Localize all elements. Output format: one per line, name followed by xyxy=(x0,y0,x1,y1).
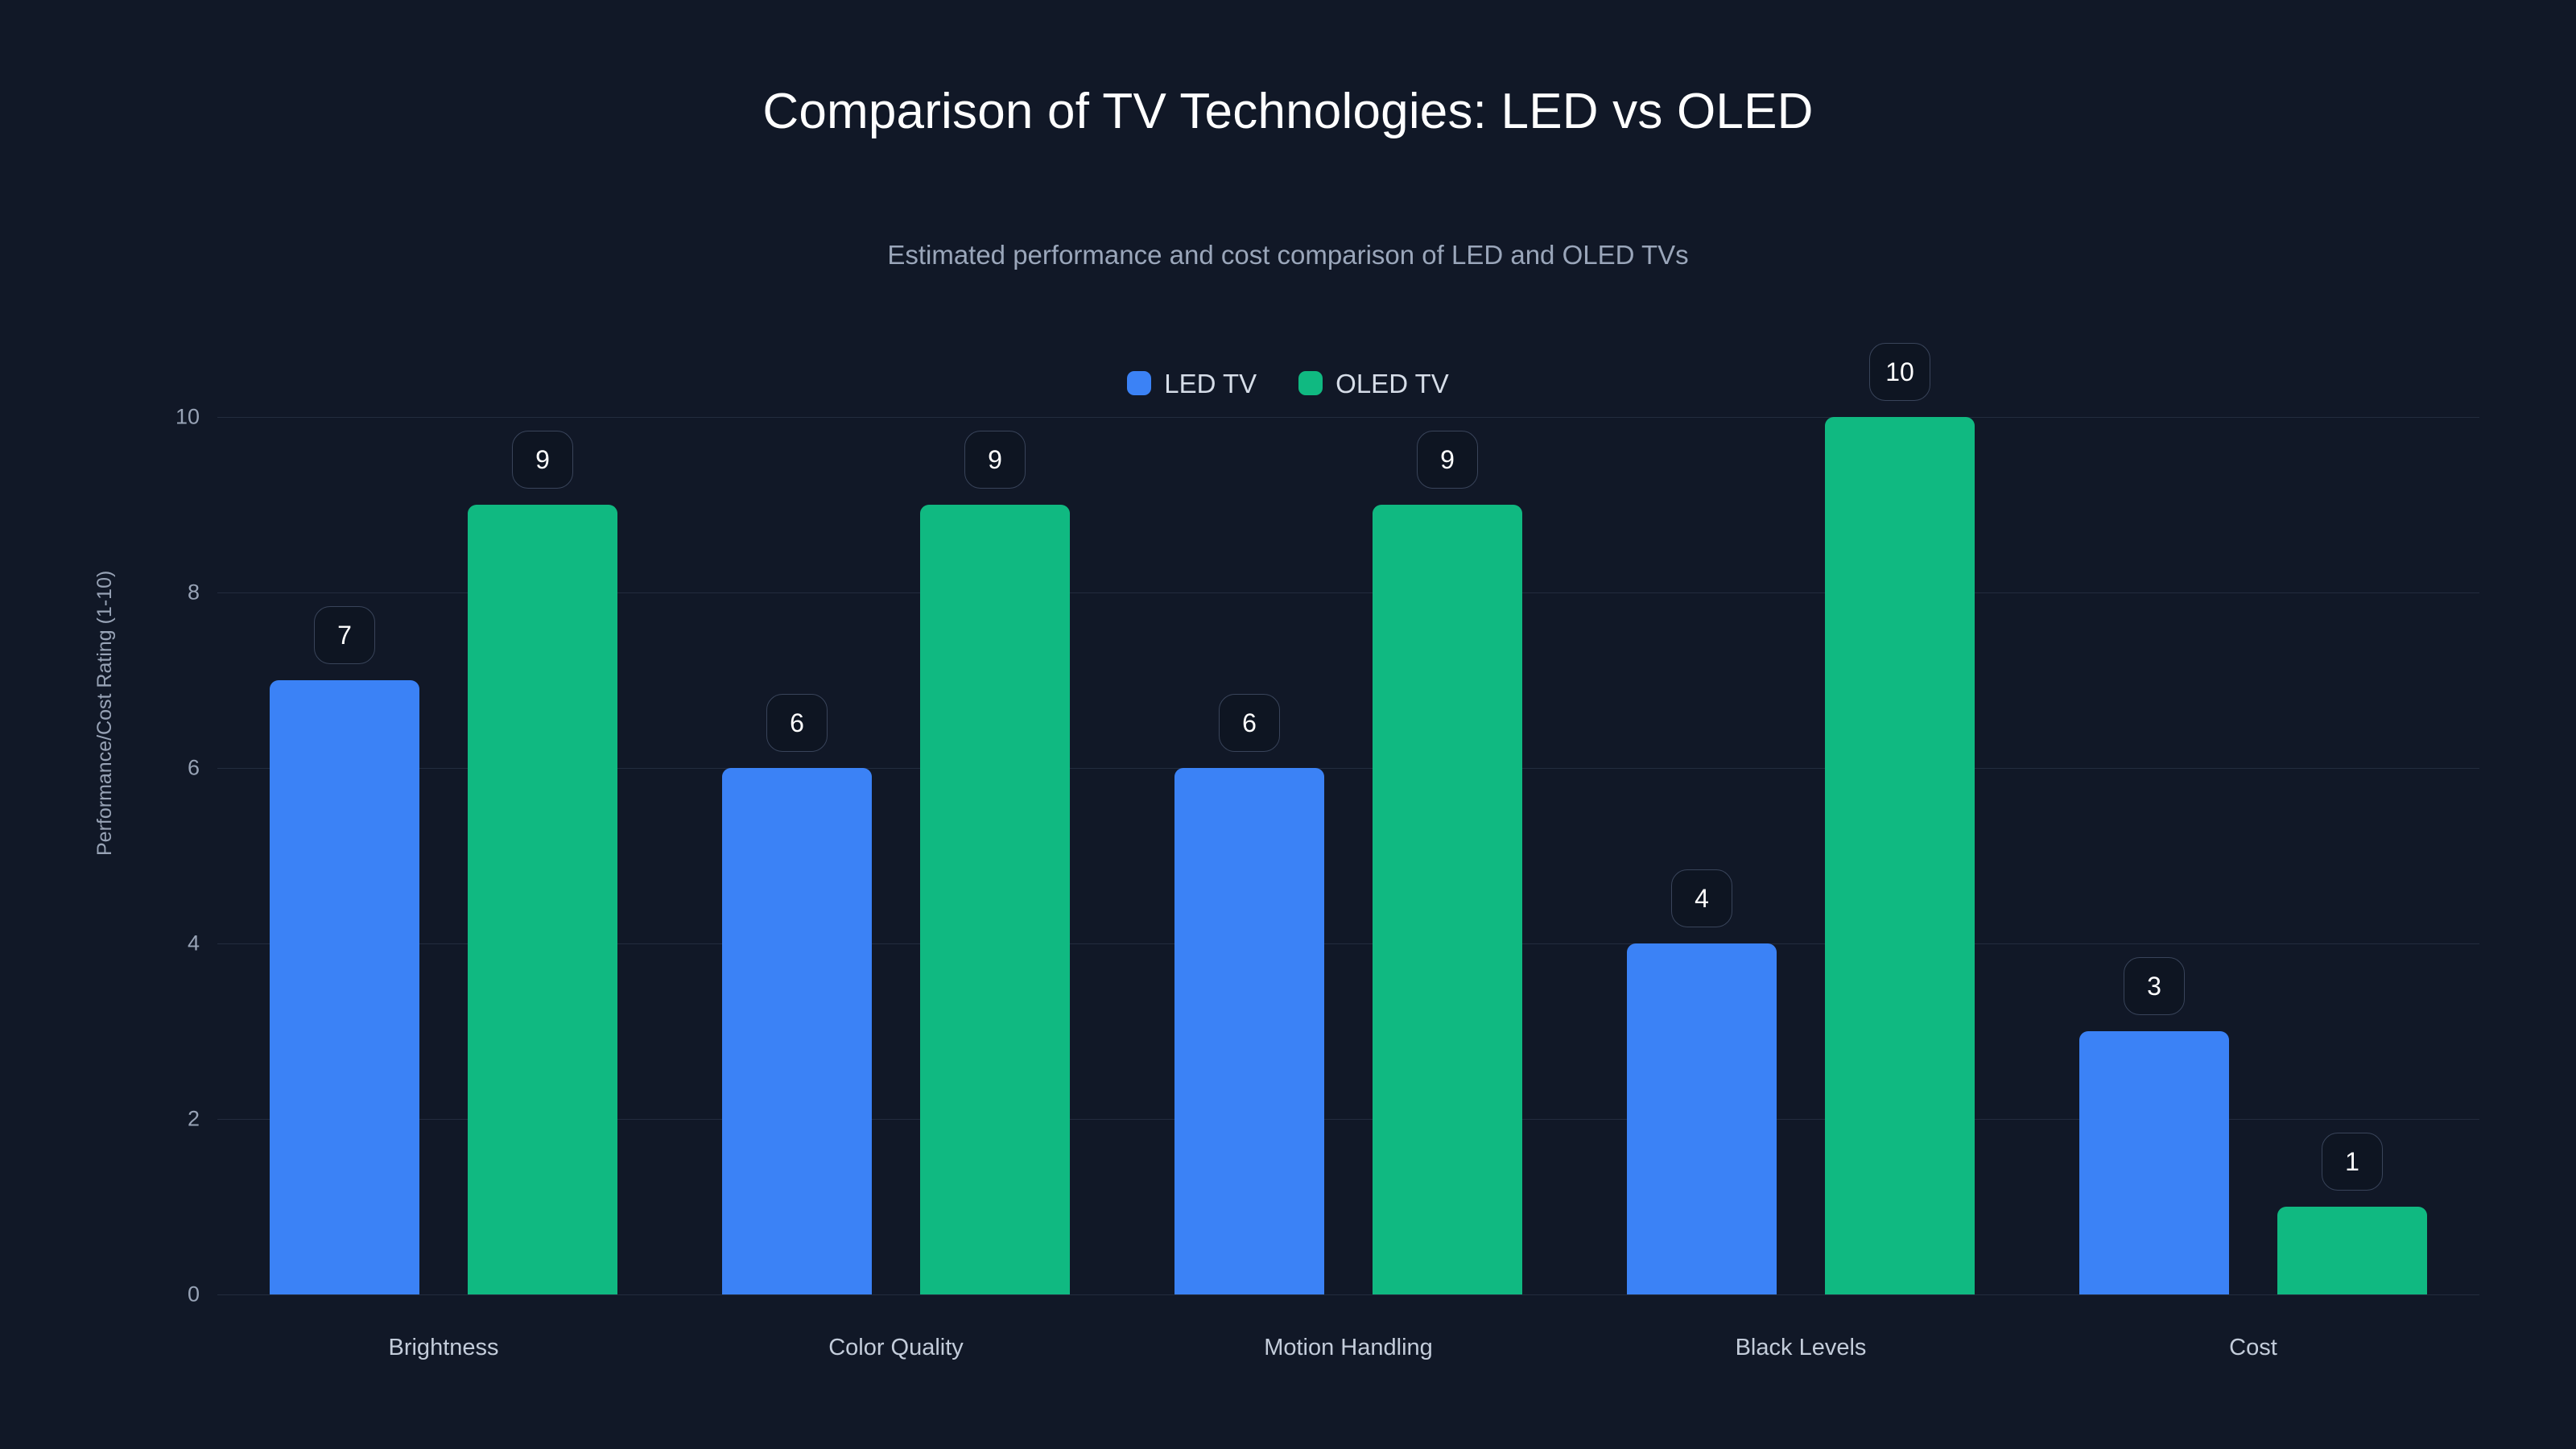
gridline xyxy=(217,592,2479,593)
legend-item-led-tv[interactable]: LED TV xyxy=(1127,367,1257,399)
legend-swatch-icon-oled-tv xyxy=(1298,371,1323,395)
chart-subtitle: Estimated performance and cost compariso… xyxy=(887,240,1689,270)
bar-value-badge: 3 xyxy=(2124,957,2185,1015)
chart-legend: LED TV OLED TV xyxy=(0,367,2576,399)
gridline xyxy=(217,1119,2479,1120)
bar-value-badge: 9 xyxy=(964,431,1026,489)
x-axis-tick-label: Cost xyxy=(2229,1335,2277,1360)
bar-led-tv[interactable] xyxy=(1627,943,1777,1294)
bar-oled-tv[interactable] xyxy=(920,505,1070,1294)
y-axis-title: Performance/Cost Rating (1-10) xyxy=(93,570,116,856)
x-axis-tick-label: Black Levels xyxy=(1735,1335,1867,1360)
bar-oled-tv[interactable] xyxy=(1373,505,1522,1294)
y-axis-tick-label: 6 xyxy=(187,755,200,780)
gridline xyxy=(217,768,2479,769)
y-axis-tick-label: 8 xyxy=(187,580,200,605)
bar-led-tv[interactable] xyxy=(2079,1031,2229,1294)
gridline xyxy=(217,1294,2479,1295)
x-axis-tick-label: Brightness xyxy=(388,1335,499,1360)
bars-layer xyxy=(217,417,2479,1294)
bar-value-badge: 10 xyxy=(1869,343,1930,401)
gridline xyxy=(217,417,2479,418)
chart-title: Comparison of TV Technologies: LED vs OL… xyxy=(762,84,1814,139)
bar-oled-tv[interactable] xyxy=(2277,1207,2427,1294)
legend-item-oled-tv[interactable]: OLED TV xyxy=(1298,367,1449,399)
x-axis-tick-label: Color Quality xyxy=(828,1335,964,1360)
bar-value-badge: 9 xyxy=(1417,431,1478,489)
legend-swatch-icon-led-tv xyxy=(1127,371,1152,395)
bar-oled-tv[interactable] xyxy=(468,505,617,1294)
y-axis-tick-label: 2 xyxy=(187,1106,200,1131)
x-axis-tick-label: Motion Handling xyxy=(1264,1335,1433,1360)
bar-value-badge: 6 xyxy=(766,694,828,752)
bar-led-tv[interactable] xyxy=(1174,768,1324,1294)
bar-led-tv[interactable] xyxy=(722,768,872,1294)
bar-value-badge: 1 xyxy=(2322,1133,2383,1191)
y-axis-tick-label: 4 xyxy=(187,931,200,956)
y-axis-tick-label: 10 xyxy=(175,404,200,429)
gridline xyxy=(217,943,2479,944)
y-axis-tick-label: 0 xyxy=(187,1282,200,1307)
bar-value-badge: 4 xyxy=(1671,869,1732,927)
bar-led-tv[interactable] xyxy=(270,680,419,1294)
bar-oled-tv[interactable] xyxy=(1825,417,1975,1294)
plot-area xyxy=(217,417,2479,1295)
bar-value-badge: 6 xyxy=(1219,694,1280,752)
bar-value-badge: 9 xyxy=(512,431,573,489)
legend-label-led-tv: LED TV xyxy=(1164,368,1257,398)
bar-value-badge: 7 xyxy=(314,606,375,664)
legend-label-oled-tv: OLED TV xyxy=(1335,368,1449,398)
